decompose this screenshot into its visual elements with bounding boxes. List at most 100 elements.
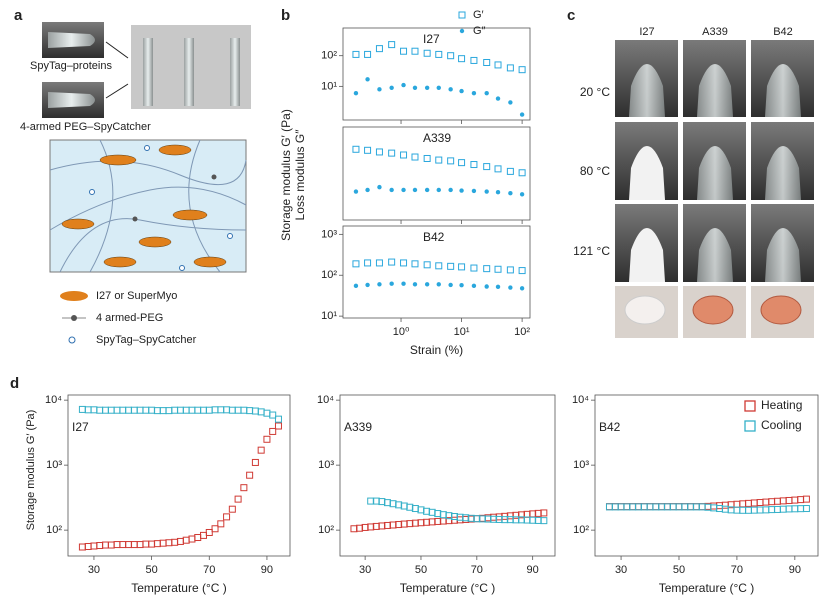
marker <box>617 503 625 511</box>
x-tick-label: 50 <box>415 564 427 576</box>
marker <box>652 503 660 511</box>
marker <box>375 45 383 53</box>
marker <box>234 406 242 414</box>
marker <box>142 540 150 548</box>
marker <box>470 161 478 169</box>
panel-label: B42 <box>423 230 445 244</box>
marker <box>739 500 747 508</box>
panel-letter: d <box>10 375 19 392</box>
marker <box>240 484 248 492</box>
marker <box>274 415 282 423</box>
marker <box>136 541 144 549</box>
marker <box>459 283 464 288</box>
marker <box>640 503 648 511</box>
legend-label: Cooling <box>761 418 802 432</box>
schematic <box>49 139 247 273</box>
marker <box>623 503 631 511</box>
marker <box>623 503 631 511</box>
marker <box>423 49 431 57</box>
marker <box>78 543 86 551</box>
y-tick-label: 10¹ <box>321 80 337 92</box>
marker <box>692 503 700 511</box>
y-tick-label: 10² <box>321 50 337 62</box>
marker <box>663 503 671 511</box>
marker <box>447 157 455 165</box>
marker <box>669 503 677 511</box>
spytag-spycatcher <box>89 145 233 271</box>
marker <box>411 260 419 268</box>
marker <box>797 496 805 504</box>
marker <box>710 504 718 512</box>
marker <box>377 184 382 190</box>
marker <box>136 406 144 414</box>
marker <box>762 498 770 506</box>
tube <box>629 146 665 200</box>
marker <box>130 406 138 414</box>
plot-frame <box>339 394 556 557</box>
marker <box>681 503 689 511</box>
marker <box>605 503 613 511</box>
marker <box>506 266 514 274</box>
legend-label: G′ <box>473 9 484 21</box>
legend-protein-icon <box>60 291 88 301</box>
legend-label: Heating <box>761 398 802 412</box>
y-tick-label: 10² <box>573 524 589 536</box>
marker <box>483 58 491 66</box>
y-tick-label: 10⁴ <box>572 394 589 406</box>
marker <box>130 541 138 549</box>
marker <box>448 282 453 288</box>
y-axis-label: Loss modulus G″ <box>293 129 307 221</box>
marker <box>484 189 489 194</box>
marker <box>495 190 501 195</box>
marker <box>223 513 231 521</box>
proteins <box>61 144 227 268</box>
y-tick-label: 10⁴ <box>45 394 62 406</box>
marker <box>228 505 236 513</box>
marker <box>744 499 752 507</box>
marker <box>675 503 683 511</box>
tube <box>765 146 801 200</box>
marker <box>263 409 271 417</box>
marker <box>274 422 282 430</box>
tube <box>629 228 665 282</box>
x-tick-label: 30 <box>615 564 627 576</box>
marker <box>148 540 156 548</box>
marker <box>119 406 127 414</box>
marker <box>165 407 173 415</box>
photo-label: SpyTag–proteins <box>30 60 112 72</box>
gel-piece <box>760 295 802 325</box>
x-tick-label: 90 <box>261 564 273 576</box>
marker <box>675 503 683 511</box>
marker <box>113 406 121 414</box>
panel-label: A339 <box>344 420 372 434</box>
tube <box>48 32 95 48</box>
marker <box>797 505 805 513</box>
marker <box>412 85 418 90</box>
tube <box>697 146 733 200</box>
legend-marker <box>459 28 465 34</box>
marker <box>687 503 695 511</box>
marker <box>447 52 455 60</box>
marker <box>471 283 477 289</box>
marker <box>251 458 259 466</box>
y-tick-label: 10³ <box>46 459 62 471</box>
marker <box>459 188 464 193</box>
marker <box>234 495 242 503</box>
marker <box>652 503 660 511</box>
peg-core <box>211 174 217 180</box>
marker <box>401 187 406 193</box>
legend-marker <box>744 400 756 412</box>
marker <box>802 495 810 503</box>
marker <box>353 283 359 289</box>
legend-peg-icon <box>71 315 77 321</box>
marker <box>710 502 718 510</box>
marker <box>400 47 408 55</box>
x-tick-label: 70 <box>731 564 743 576</box>
photo-label: 4-armed PEG–SpyCatcher <box>20 121 151 133</box>
tube <box>765 228 801 282</box>
marker <box>494 61 502 69</box>
panel-label: I27 <box>72 420 89 434</box>
legend-label: I27 or SuperMyo <box>96 290 177 302</box>
marker <box>125 541 133 549</box>
